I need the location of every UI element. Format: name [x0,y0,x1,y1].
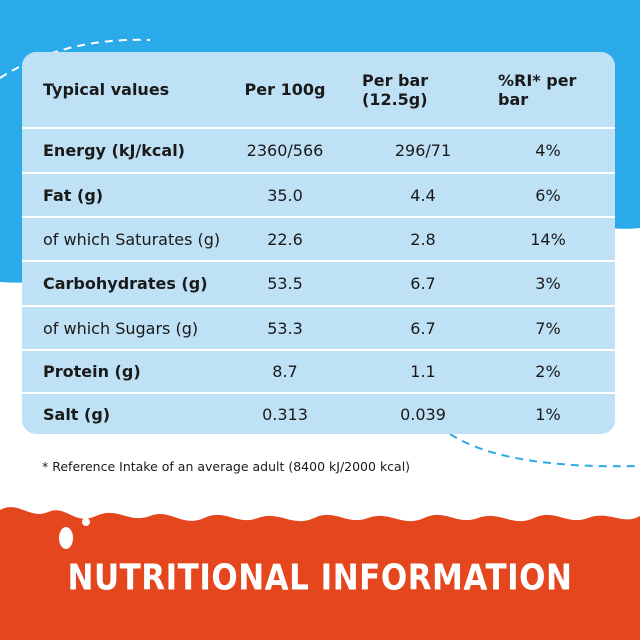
row-per-bar: 296/71 [394,141,452,160]
table-row: of which Saturates (g) 22.6 2.8 14% [22,216,615,260]
row-per-100g: 0.313 [262,404,308,424]
row-label: of which Saturates (g) [43,229,221,249]
table-row: Salt (g) 0.313 0.039 1% [22,392,615,434]
reference-intake-footnote: * Reference Intake of an average adult (… [42,459,411,474]
header-per-100g: Per 100g [244,80,326,99]
table-row: Fat (g) 35.0 4.4 6% [22,172,615,216]
table-row: Carbohydrates (g) 53.5 6.7 3% [22,260,615,305]
header-ri-per-bar: %RI* per bar [498,70,577,109]
milk-wave-banner [0,507,640,640]
table-row: Energy (kJ/kcal) 2360/566 296/71 4% [22,127,615,172]
row-ri: 1% [535,404,561,424]
row-per-100g: 53.3 [267,318,303,338]
row-per-100g: 53.5 [267,274,303,293]
row-ri: 14% [530,229,566,249]
milk-drop-icon [59,527,73,549]
row-label: Salt (g) [43,404,111,424]
row-per-bar: 6.7 [410,318,436,338]
row-label: of which Sugars (g) [43,318,199,338]
row-per-bar: 6.7 [410,274,436,293]
row-per-100g: 22.6 [267,229,303,249]
table-row: Protein (g) 8.7 1.1 2% [22,349,615,392]
dashed-curve-top [0,38,151,79]
milk-drop-small-icon [82,518,90,526]
row-per-bar: 0.039 [400,404,446,424]
row-per-bar: 2.8 [410,229,436,249]
table-header-row: Typical values Per 100g Per bar (12.5g) … [22,52,615,127]
header-typical-values: Typical values [43,80,170,99]
row-label: Energy (kJ/kcal) [43,141,185,160]
row-per-100g: 2360/566 [246,141,324,160]
row-per-bar: 1.1 [410,362,436,381]
nutrition-table: Typical values Per 100g Per bar (12.5g) … [22,52,615,434]
table-row: of which Sugars (g) 53.3 6.7 7% [22,305,615,349]
row-ri: 4% [535,141,561,160]
row-ri: 6% [535,185,561,205]
row-per-100g: 35.0 [267,185,303,205]
banner-title: NUTRITIONAL INFORMATION [67,557,573,599]
header-per-bar: Per bar (12.5g) [362,70,429,109]
row-ri: 7% [535,318,561,338]
row-per-100g: 8.7 [272,362,298,381]
row-ri: 3% [535,274,561,293]
row-label: Fat (g) [43,185,104,205]
dashed-curve-right [449,433,640,468]
row-per-bar: 4.4 [410,185,436,205]
row-label: Carbohydrates (g) [43,274,208,293]
row-label: Protein (g) [43,362,141,381]
row-ri: 2% [535,362,561,381]
